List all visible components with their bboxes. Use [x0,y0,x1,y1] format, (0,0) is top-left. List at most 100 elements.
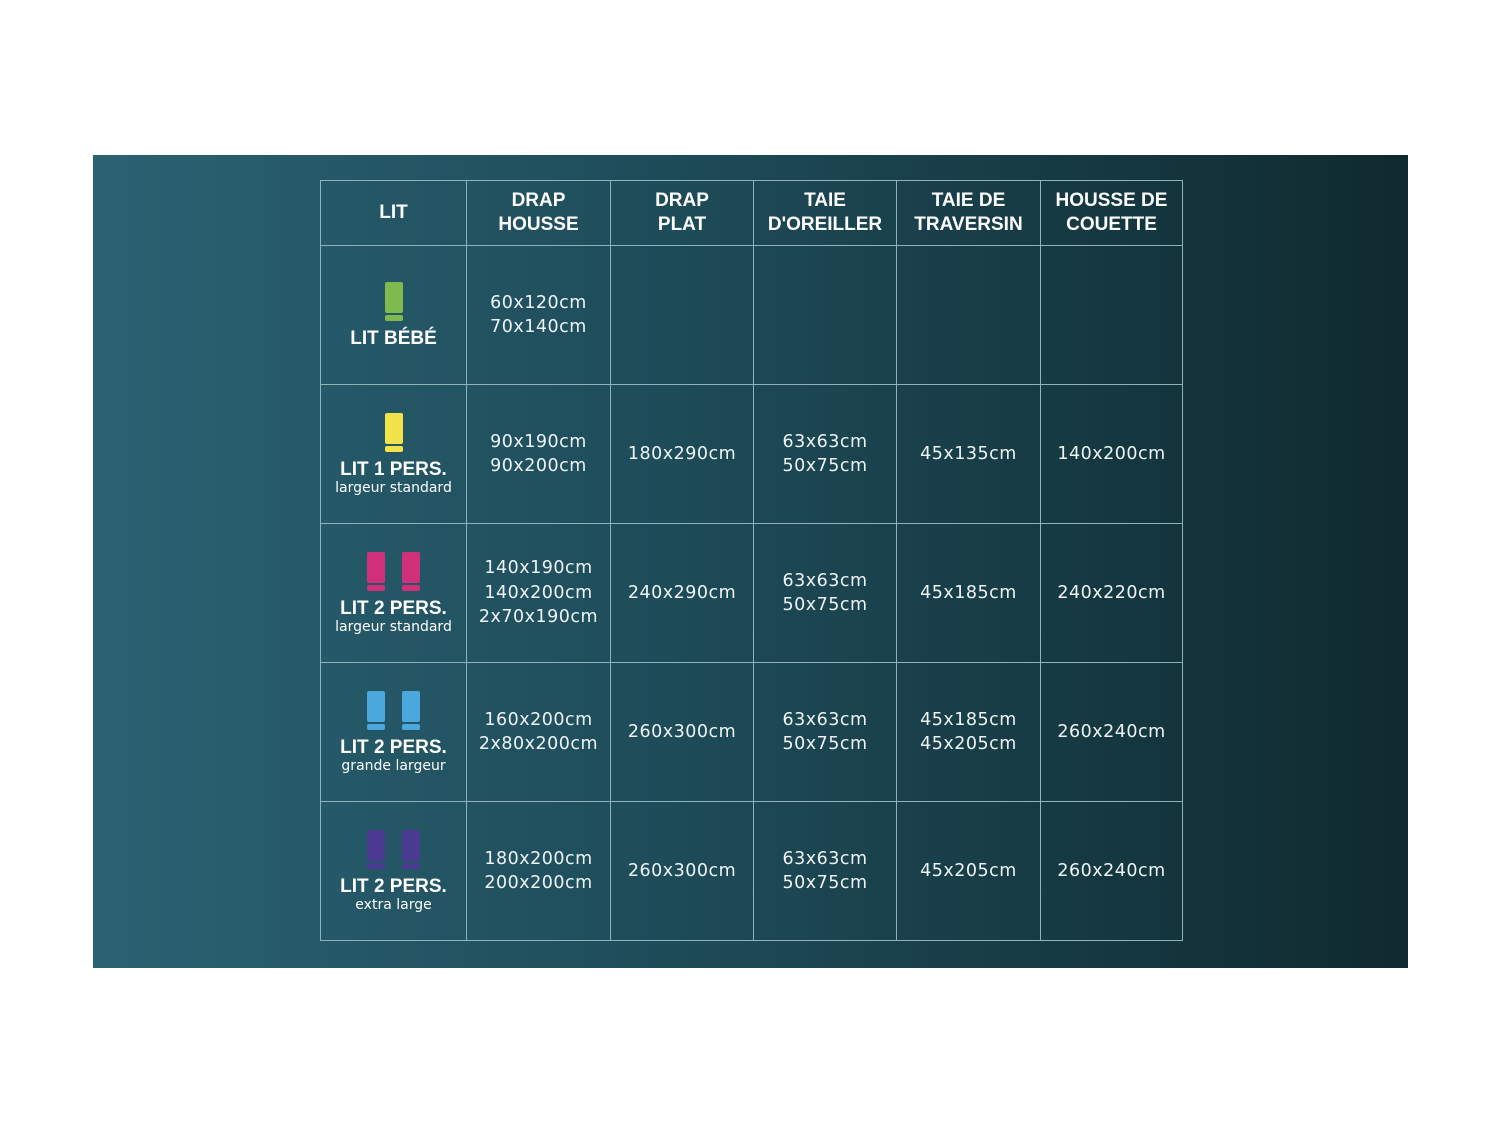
size-cell: 63x63cm 50x75cm [753,662,897,802]
size-value: 45x205cm [920,860,1017,881]
column-header: DRAP PLAT [610,180,754,246]
size-value: 160x200cm [484,709,593,730]
size-cell: 45x205cm [896,801,1041,941]
size-value: 45x185cm [920,582,1017,603]
size-cell: 63x63cm 50x75cm [753,523,897,663]
bed-icon [402,829,420,869]
size-value: 70x140cm [490,317,587,337]
size-cell: 45x135cm [896,384,1041,524]
bed-name: LIT 1 PERS. [340,458,447,480]
bed-icon-group [321,690,466,730]
size-value: 63x63cm [782,709,868,730]
header-text: DRAP [655,190,709,211]
column-header: DRAP HOUSSE [466,180,611,246]
size-cell: 60x120cm 70x140cm [466,245,611,385]
table-row: LIT 2 PERS. grande largeur 160x200cm 2x80x2… [320,662,1183,802]
size-value: 180x290cm [627,443,737,464]
bed-icon [384,412,403,452]
column-header: TAIE D'OREILLER [753,180,897,246]
header-text: COUETTE [1066,214,1157,235]
header-text: HOUSSE [498,214,579,235]
bed-linen-size-table: LIT DRAP HOUSSE DRAP PLAT TAIE D'OREILLER TAIE … [320,180,1183,941]
size-cell: 45x185cm [896,523,1041,663]
bed-icon [367,551,385,591]
bed-icon-group [321,829,466,869]
bed-name: LIT 2 PERS. [340,597,447,619]
size-value: 50x75cm [782,873,868,893]
size-cell: 90x190cm 90x200cm [466,384,611,524]
size-value: 63x63cm [782,570,868,591]
size-cell: 45x185cm 45x205cm [896,662,1041,802]
size-cell [896,245,1041,385]
size-cell: 240x220cm [1040,523,1183,663]
bed-icon-group [321,551,466,591]
header-text: HOUSSE DE [1055,190,1168,211]
bed-icon [367,690,385,730]
size-value: 63x63cm [782,848,868,869]
size-value: 260x240cm [1057,860,1166,881]
table-row: LIT 2 PERS. largeur standard 140x190cm 140x… [320,523,1183,663]
size-value: 50x75cm [782,456,868,476]
size-cell: 160x200cm 2x80x200cm [466,662,611,802]
size-cell: 260x300cm [610,801,754,941]
size-value: 180x200cm [484,848,593,869]
size-cell [610,245,754,385]
size-value: 45x185cm [920,709,1017,730]
size-value: 140x200cm [484,582,593,603]
header-text: TAIE DE [931,190,1006,211]
header-text: D'OREILLER [767,214,883,235]
size-value: 50x75cm [782,734,868,754]
column-header: LIT [320,180,467,246]
header-text: TAIE [804,190,846,211]
column-header: TAIE DE TRAVERSIN [896,180,1041,246]
bed-type-cell: LIT 2 PERS. grande largeur [320,662,467,802]
size-cell: 260x300cm [610,662,754,802]
size-value: 2x70x190cm [478,607,599,628]
size-value: 45x135cm [920,443,1017,464]
bed-icon [384,281,403,321]
size-cell: 140x190cm 140x200cm 2x70x190cm [466,523,611,663]
size-chart-panel: LIT DRAP HOUSSE DRAP PLAT TAIE D'OREILLER TAIE … [93,155,1408,968]
size-cell: 140x200cm [1040,384,1183,524]
bed-icon-group [321,281,466,321]
size-value: 260x300cm [627,721,737,742]
bed-type-cell: LIT 2 PERS. largeur standard [320,523,467,663]
bed-subtitle: largeur standard [335,618,452,635]
size-value: 140x200cm [1057,443,1166,464]
bed-subtitle: largeur standard [335,479,452,496]
size-value: 90x190cm [490,431,587,452]
size-value: 45x205cm [920,734,1017,754]
size-value: 50x75cm [782,595,868,615]
header-text: LIT [379,202,408,223]
size-cell: 180x200cm 200x200cm [466,801,611,941]
bed-name: LIT 2 PERS. [340,875,447,897]
header-text: PLAT [657,214,707,235]
bed-type-cell: LIT 1 PERS. largeur standard [320,384,467,524]
header-text: DRAP [511,190,566,211]
size-value: 90x200cm [490,456,587,476]
size-cell: 260x240cm [1040,662,1183,802]
size-cell: 63x63cm 50x75cm [753,801,897,941]
table-row: LIT 2 PERS. extra large 180x200cm 200x200cm… [320,801,1183,941]
size-cell: 260x240cm [1040,801,1183,941]
size-value: 63x63cm [782,431,868,452]
bed-subtitle: extra large [355,896,432,913]
size-value: 260x300cm [627,860,737,881]
column-header: HOUSSE DE COUETTE [1040,180,1183,246]
size-value: 260x240cm [1057,721,1166,742]
header-text: TRAVERSIN [914,214,1023,235]
size-cell: 180x290cm [610,384,754,524]
bed-icon [402,551,420,591]
bed-icon [367,829,385,869]
size-cell [1040,245,1183,385]
size-value: 200x200cm [484,873,593,893]
bed-type-cell: LIT 2 PERS. extra large [320,801,467,941]
bed-icon-group [321,412,466,452]
size-value: 60x120cm [490,292,587,313]
size-value: 240x290cm [627,582,737,603]
size-value: 140x190cm [484,558,593,579]
table-row: LIT BÉBÉ 60x120cm 70x140cm [320,245,1183,385]
size-cell: 240x290cm [610,523,754,663]
bed-name: LIT 2 PERS. [340,736,447,758]
bed-name: LIT BÉBÉ [350,327,437,349]
